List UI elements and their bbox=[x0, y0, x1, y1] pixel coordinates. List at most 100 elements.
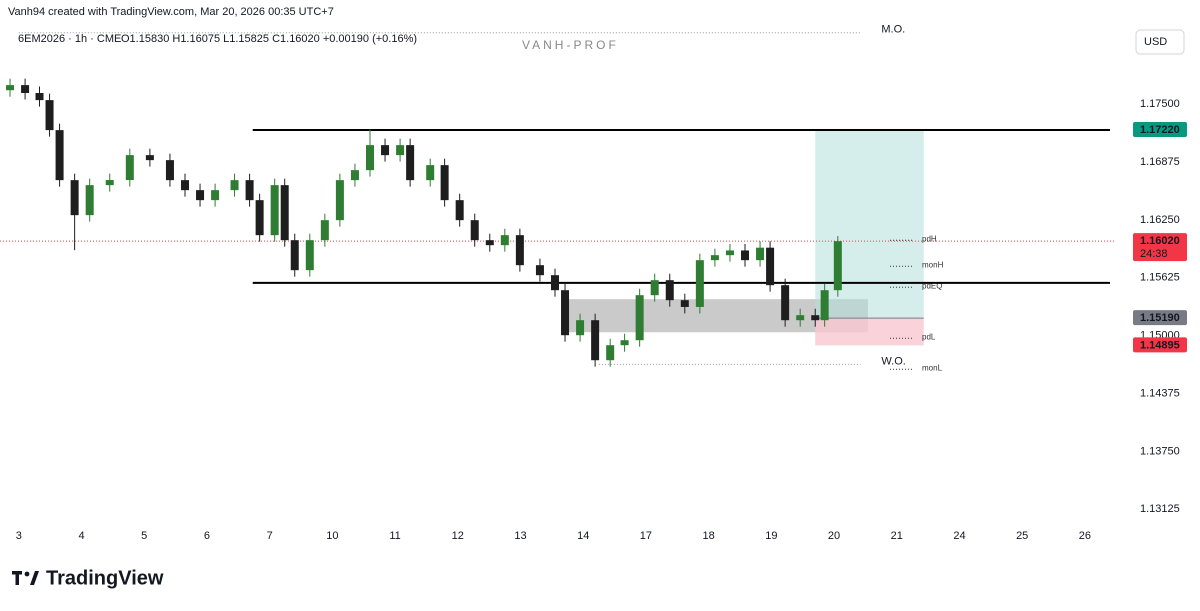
price-label: 1.17220 bbox=[1140, 124, 1180, 136]
price-label: 1.16020 bbox=[1140, 235, 1180, 247]
x-tick-label: 6 bbox=[204, 530, 210, 542]
x-tick-label: 25 bbox=[1016, 530, 1028, 542]
candle-body bbox=[766, 247, 775, 286]
candle-body bbox=[180, 180, 189, 191]
candle-body bbox=[55, 130, 64, 181]
price-label-box bbox=[1133, 337, 1187, 353]
candle-body bbox=[105, 180, 114, 186]
candle-body bbox=[6, 85, 15, 91]
candle-body bbox=[440, 165, 449, 201]
candle-body bbox=[665, 280, 674, 301]
candle-body bbox=[635, 295, 644, 341]
level-label: monH bbox=[922, 260, 944, 269]
candle-body bbox=[500, 235, 509, 246]
open-label: M.O. bbox=[881, 24, 905, 36]
candle-body bbox=[455, 200, 464, 221]
price-label-box bbox=[1133, 233, 1187, 262]
candle-body bbox=[35, 92, 44, 101]
y-tick-label: 1.13125 bbox=[1140, 503, 1180, 515]
x-tick-label: 19 bbox=[765, 530, 777, 542]
candle-body bbox=[576, 320, 585, 336]
candle-body bbox=[255, 200, 264, 236]
candle-body bbox=[426, 165, 435, 181]
x-tick-label: 10 bbox=[326, 530, 338, 542]
level-label: monL bbox=[922, 363, 943, 372]
candle-body bbox=[550, 275, 559, 291]
candle-body bbox=[650, 280, 659, 296]
candle-body bbox=[710, 255, 719, 261]
watermark: VANH-PROF bbox=[522, 38, 619, 52]
candle-body bbox=[680, 300, 689, 307]
candle-body bbox=[70, 180, 79, 216]
candle-body bbox=[45, 100, 54, 131]
candle-body bbox=[145, 155, 154, 161]
y-tick-label: 1.16875 bbox=[1140, 156, 1180, 168]
x-tick-label: 18 bbox=[703, 530, 715, 542]
candle-body bbox=[535, 265, 544, 276]
attribution: Vanh94 created with TradingView.com, Mar… bbox=[8, 6, 334, 18]
x-tick-label: 5 bbox=[141, 530, 147, 542]
candle-body bbox=[811, 315, 820, 321]
price-label: 1.15190 bbox=[1140, 312, 1180, 324]
candle-body bbox=[350, 170, 359, 181]
candle-body bbox=[796, 315, 805, 321]
brand-logo bbox=[12, 571, 39, 585]
candle-body bbox=[485, 240, 494, 246]
position-profit bbox=[815, 130, 924, 319]
candle-body bbox=[470, 220, 479, 241]
candle-body bbox=[406, 145, 415, 181]
price-label-box bbox=[1133, 310, 1187, 326]
candle-body bbox=[365, 145, 374, 171]
x-tick-label: 17 bbox=[640, 530, 652, 542]
y-tick-label: 1.14375 bbox=[1140, 387, 1180, 399]
candle-body bbox=[280, 185, 289, 241]
candle-body bbox=[833, 241, 842, 291]
candle-body bbox=[396, 145, 405, 156]
x-tick-label: 20 bbox=[828, 530, 840, 542]
candle-body bbox=[230, 180, 239, 191]
candle-body bbox=[335, 180, 344, 221]
x-tick-label: 11 bbox=[389, 530, 400, 542]
x-tick-label: 13 bbox=[514, 530, 526, 542]
candle-body bbox=[196, 190, 205, 201]
countdown: 24:38 bbox=[1140, 248, 1168, 260]
y-tick-label: 1.15625 bbox=[1140, 272, 1180, 284]
symbol: 6EM2026 · 1h · CME bbox=[18, 33, 121, 45]
level-label: pdEQ bbox=[922, 281, 942, 290]
candle-body bbox=[381, 145, 390, 156]
candle-body bbox=[606, 345, 615, 361]
candle-body bbox=[591, 320, 600, 361]
candle-body bbox=[165, 160, 174, 181]
candle-body bbox=[211, 190, 220, 201]
price-label-box bbox=[1133, 122, 1187, 138]
x-tick-label: 14 bbox=[577, 530, 589, 542]
candle-body bbox=[85, 185, 94, 216]
candle-body bbox=[21, 85, 30, 93]
y-tick-label: 1.17500 bbox=[1140, 98, 1180, 110]
candle-body bbox=[820, 290, 829, 321]
x-tick-label: 26 bbox=[1079, 530, 1091, 542]
candle-body bbox=[320, 220, 329, 241]
y-tick-label: 1.16250 bbox=[1140, 214, 1180, 226]
ohlc: O1.15830 H1.16075 L1.15825 C1.16020 +0.0… bbox=[121, 33, 417, 45]
candle-body bbox=[290, 240, 299, 271]
candle-body bbox=[270, 185, 279, 236]
level-label: pdL bbox=[922, 332, 936, 341]
currency[interactable]: USD bbox=[1144, 36, 1167, 48]
y-tick-label: 1.13750 bbox=[1140, 445, 1180, 457]
candle-body bbox=[741, 250, 750, 261]
level-label: pdH bbox=[922, 234, 937, 243]
candle-body bbox=[756, 247, 765, 261]
candle-body bbox=[125, 155, 134, 181]
candle-body bbox=[245, 180, 254, 201]
price-label: 1.14895 bbox=[1140, 339, 1180, 351]
candle-body bbox=[515, 235, 524, 266]
candle-body bbox=[695, 260, 704, 307]
currency-button[interactable] bbox=[1135, 29, 1185, 55]
x-tick-label: 7 bbox=[267, 530, 273, 542]
x-tick-label: 24 bbox=[953, 530, 965, 542]
candle-body bbox=[781, 285, 790, 321]
candle-body bbox=[725, 250, 734, 256]
position-loss bbox=[815, 318, 924, 346]
